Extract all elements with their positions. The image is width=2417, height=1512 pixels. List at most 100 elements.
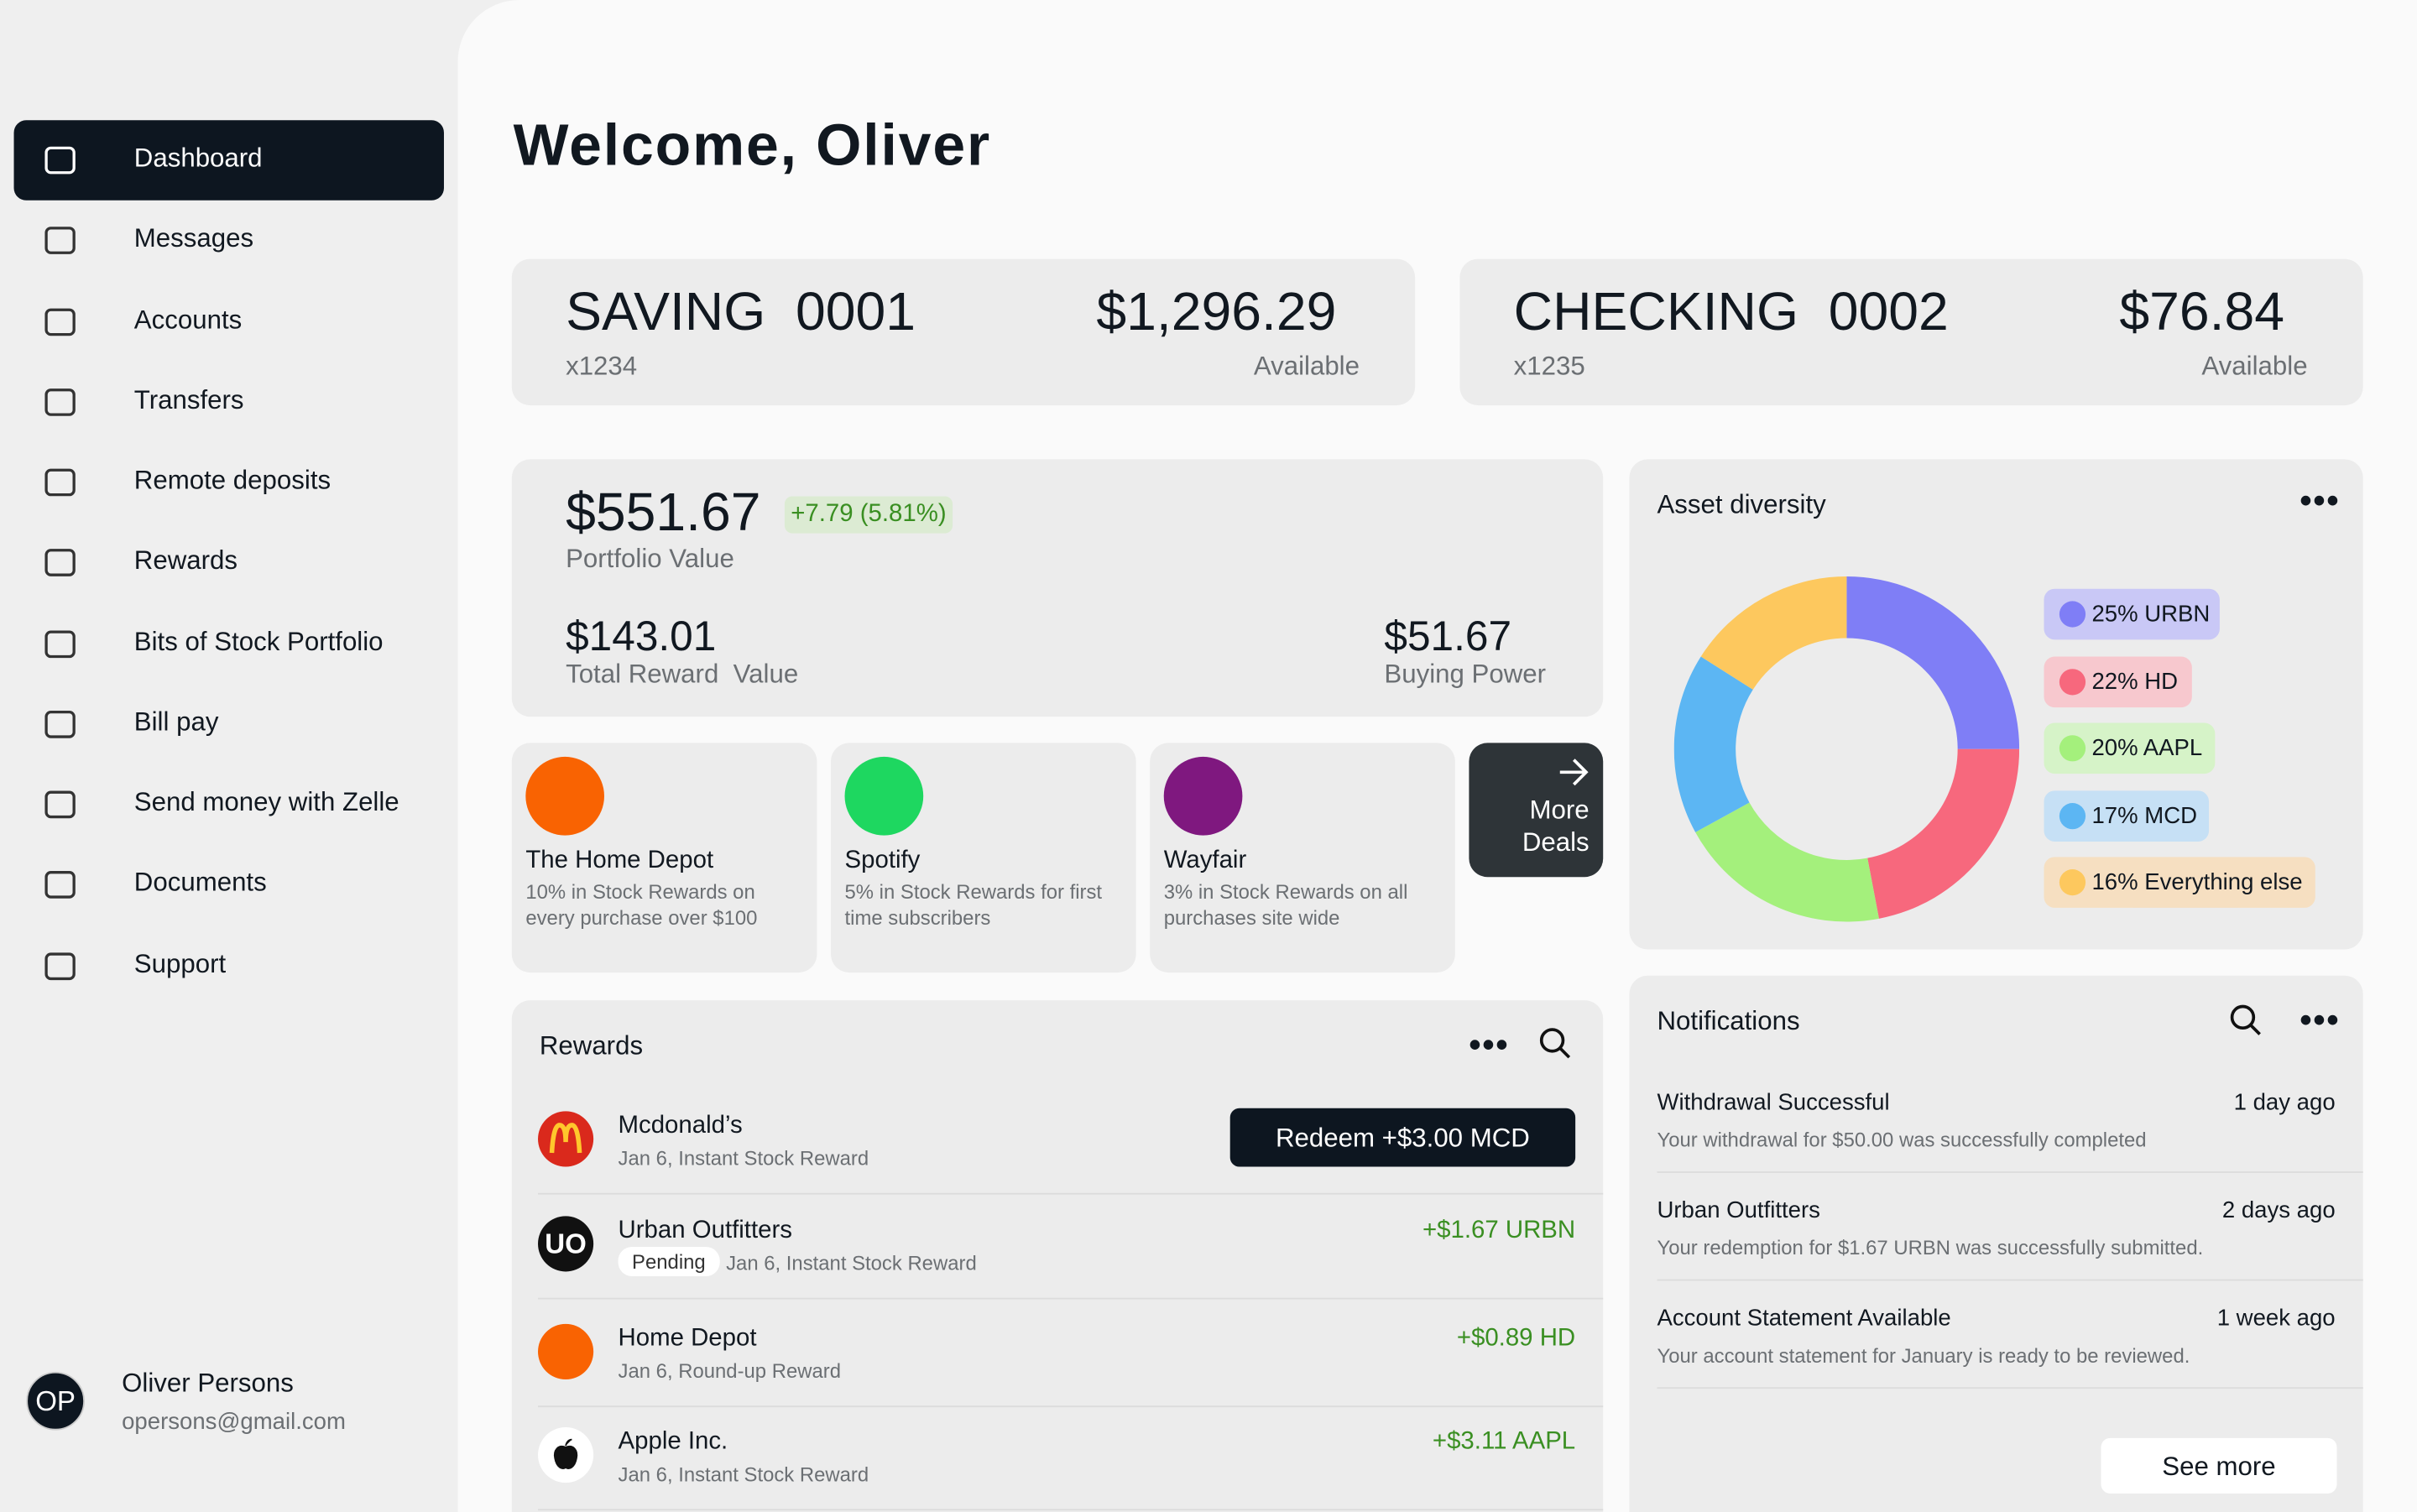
buying-power: $51.67 <box>1384 613 1512 660</box>
menu-dots[interactable]: ••• <box>2300 1000 2341 1040</box>
nav-item[interactable]: Send money with Zelle <box>14 764 444 845</box>
notification-time: 1 week ago <box>2216 1305 2336 1332</box>
deal-logo <box>1163 756 1243 836</box>
deal-name: Wayfair <box>1163 847 1247 874</box>
redeem-label: Redeem +$3.00 MCD <box>1275 1124 1530 1154</box>
portfolio-card: $551.67 +7.79 (5.81%) Portfolio Value $1… <box>511 459 1604 717</box>
nav-item[interactable]: Documents <box>14 845 444 925</box>
legend-swatch <box>2059 668 2086 695</box>
nav-item[interactable]: Bits of Stock Portfolio <box>14 603 444 684</box>
legend-swatch <box>2059 869 2086 896</box>
redeem-button[interactable]: Redeem +$3.00 MCD <box>1229 1108 1576 1167</box>
nav-icon <box>44 468 76 497</box>
divider <box>1657 1279 2363 1281</box>
reward-logo: UO <box>538 1216 594 1272</box>
nav-item[interactable]: Transfers <box>14 362 444 442</box>
reward-logo <box>538 1426 594 1483</box>
account-status: Available <box>1253 351 1360 381</box>
reward-name: Urban Outfitters <box>618 1217 792 1244</box>
donut-segment <box>1700 576 1847 690</box>
reward-detail: Jan 6, Instant Stock Reward <box>726 1251 977 1275</box>
logo-mark <box>549 1123 582 1154</box>
nav-item[interactable]: Support <box>14 925 444 1006</box>
nav-item[interactable]: Accounts <box>14 281 444 362</box>
account-card <box>511 258 1416 406</box>
nav-icon <box>44 307 76 336</box>
account-number: x1234 <box>566 351 638 381</box>
search-icon[interactable] <box>2229 1004 2263 1037</box>
notification-time: 1 day ago <box>2233 1089 2336 1116</box>
divider <box>538 1509 1604 1511</box>
donut-segment <box>1673 656 1753 832</box>
avatar-initials: OP <box>35 1385 76 1417</box>
reward-detail: Jan 6, Instant Stock Reward <box>618 1462 869 1486</box>
divider <box>538 1405 1604 1408</box>
divider <box>538 1297 1604 1300</box>
reward-label: Total Reward Value <box>566 660 799 690</box>
avatar: OP <box>26 1371 86 1431</box>
divider <box>1657 1387 2363 1389</box>
arrow-icon <box>1559 759 1589 786</box>
asset-title: Asset diversity <box>1657 490 1826 520</box>
see-more-button[interactable]: See more <box>2101 1437 2337 1494</box>
reward-name: Mcdonald’s <box>618 1113 743 1139</box>
nav-item[interactable]: Remote deposits <box>14 442 444 523</box>
menu-dots[interactable]: ••• <box>1469 1025 1510 1064</box>
legend-label: 22% HD <box>2091 668 2179 695</box>
nav-icon <box>44 388 76 416</box>
legend-item: 22% HD <box>2044 655 2192 707</box>
deal-logo <box>525 756 604 836</box>
notification-description: Your withdrawal for $50.00 was successfu… <box>1657 1128 2147 1152</box>
rewards-title: Rewards <box>539 1030 644 1061</box>
more-deals[interactable]: More Deals <box>1469 743 1604 878</box>
nav-item[interactable]: Messages <box>14 201 444 281</box>
donut-segment <box>1867 748 2020 919</box>
legend-item: 25% URBN <box>2044 588 2220 640</box>
account-number: x1235 <box>1513 351 1585 381</box>
reward-logo <box>538 1111 594 1167</box>
deal-description: 5% in Stock Rewards for first time subsc… <box>844 879 1103 930</box>
legend-item: 20% AAPL <box>2044 722 2216 774</box>
legend-swatch <box>2059 601 2086 628</box>
notification-title: Account Statement Available <box>1657 1305 1951 1332</box>
reward-amount: +$3.11 AAPL <box>1432 1428 1576 1456</box>
menu-dots[interactable]: ••• <box>2300 481 2341 520</box>
more-deals-label: More Deals <box>1522 795 1590 858</box>
search-icon[interactable] <box>1538 1026 1572 1060</box>
nav-item[interactable]: Dashboard <box>13 120 444 201</box>
nav-label: Accounts <box>133 304 243 334</box>
notification-title: Urban Outfitters <box>1657 1197 1820 1224</box>
reward-name: Home Depot <box>618 1325 757 1352</box>
portfolio-value: $551.67 <box>566 482 761 543</box>
divider <box>1657 1171 2363 1173</box>
nav-item[interactable]: Rewards <box>14 523 444 603</box>
nav-label: Messages <box>133 223 254 253</box>
reward-detail: Jan 6, Instant Stock Reward <box>618 1146 869 1170</box>
portfolio-label: Portfolio Value <box>566 544 734 574</box>
account-balance: $76.84 <box>2119 282 2285 342</box>
notification-title: Withdrawal Successful <box>1657 1089 1890 1116</box>
logo-text: UO <box>545 1228 587 1259</box>
reward-name: Apple Inc. <box>618 1428 728 1456</box>
nav-item[interactable]: Bill pay <box>14 684 444 764</box>
deal-description: 3% in Stock Rewards on all purchases sit… <box>1163 879 1408 930</box>
legend-label: 20% AAPL <box>2091 735 2203 762</box>
account-balance: $1,296.29 <box>1096 282 1337 342</box>
reward-value: $143.01 <box>566 613 717 660</box>
nav-label: Send money with Zelle <box>133 787 399 817</box>
notification-time: 2 days ago <box>2221 1197 2336 1224</box>
reward-amount: +$1.67 URBN <box>1422 1217 1576 1244</box>
account-name: CHECKING 0002 <box>1513 282 1949 342</box>
nav-label: Documents <box>133 868 267 898</box>
reward-amount: +$0.89 HD <box>1456 1325 1576 1352</box>
legend-label: 16% Everything else <box>2091 869 2303 896</box>
legend-label: 17% MCD <box>2091 802 2198 829</box>
nav-icon <box>44 871 76 899</box>
legend-swatch <box>2059 802 2086 829</box>
logo-mark <box>553 1438 578 1470</box>
nav-label: Transfers <box>133 384 244 414</box>
account-status: Available <box>2201 351 2308 381</box>
buying-power-label: Buying Power <box>1384 660 1547 690</box>
nav-icon <box>44 549 76 577</box>
account-name: SAVING 0001 <box>566 282 916 342</box>
